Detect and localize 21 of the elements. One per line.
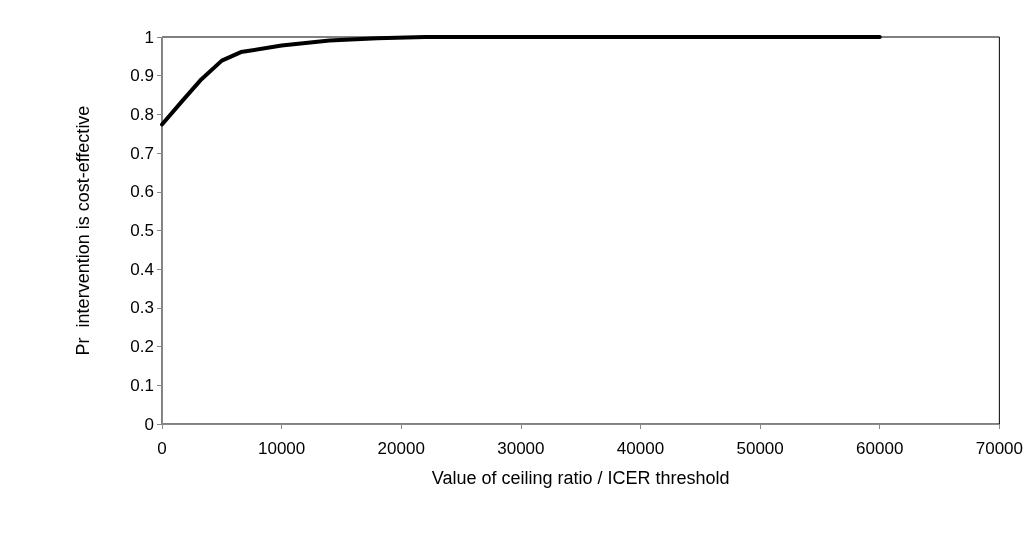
x-tick-label: 70000 [975, 439, 1023, 458]
y-axis-title: Pr intervention is cost-effective [73, 105, 93, 356]
y-tick-label: 0.7 [130, 143, 154, 163]
y-tick-label: 0 [144, 414, 154, 434]
x-tick-label: 20000 [377, 439, 425, 458]
y-tick-label: 0.9 [130, 66, 154, 86]
y-tick-label: 0.6 [130, 182, 154, 202]
y-tick-label: 0.8 [130, 104, 154, 124]
y-tick-label: 0.4 [130, 259, 154, 279]
y-tick-label: 0.3 [130, 298, 154, 318]
x-tick-label: 30000 [497, 439, 545, 458]
y-tick-label: 0.2 [130, 337, 154, 357]
y-tick-label: 1 [144, 27, 154, 47]
x-tick-label: 10000 [257, 439, 306, 458]
x-tick-label: 0 [157, 439, 167, 458]
x-tick-label: 40000 [616, 439, 665, 458]
x-tick-label: 50000 [736, 439, 784, 458]
x-axis-title: Value of ceiling ratio / ICER threshold [431, 468, 730, 488]
x-tick-label: 60000 [856, 439, 904, 458]
y-tick-label: 0.5 [130, 221, 154, 240]
y-tick-label: 0.1 [130, 375, 154, 395]
